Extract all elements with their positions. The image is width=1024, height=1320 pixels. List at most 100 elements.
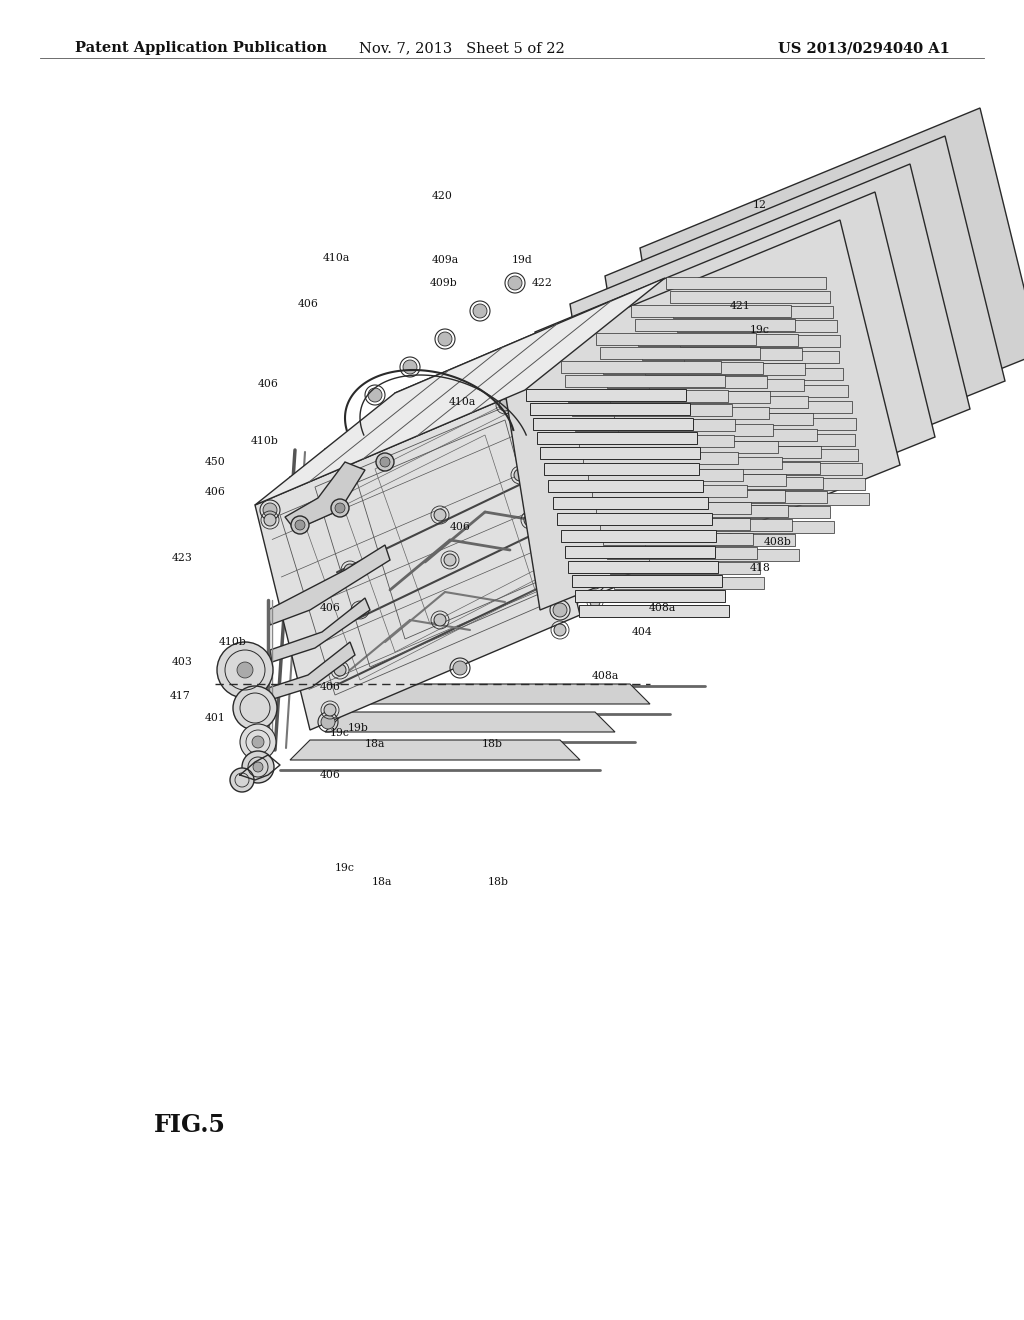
Text: 19c: 19c <box>335 863 355 873</box>
Text: 410a: 410a <box>449 397 475 407</box>
Text: 410b: 410b <box>251 436 279 446</box>
Circle shape <box>535 372 545 381</box>
Polygon shape <box>680 335 841 347</box>
Polygon shape <box>544 463 699 475</box>
Text: 418: 418 <box>750 564 770 573</box>
Circle shape <box>356 686 370 701</box>
Circle shape <box>354 605 366 616</box>
Circle shape <box>480 527 490 537</box>
Circle shape <box>560 487 570 498</box>
Circle shape <box>391 659 406 673</box>
Circle shape <box>473 304 487 318</box>
Circle shape <box>263 503 278 517</box>
Text: 18a: 18a <box>372 876 392 887</box>
Circle shape <box>390 577 400 587</box>
Circle shape <box>403 360 417 374</box>
Text: 423: 423 <box>172 553 193 564</box>
Circle shape <box>334 664 346 676</box>
Polygon shape <box>696 401 852 413</box>
Polygon shape <box>325 334 650 675</box>
Polygon shape <box>592 486 746 498</box>
Circle shape <box>331 499 349 517</box>
Polygon shape <box>290 362 615 702</box>
Circle shape <box>291 516 309 535</box>
Circle shape <box>380 537 390 546</box>
Circle shape <box>253 762 263 772</box>
Circle shape <box>608 308 622 321</box>
Polygon shape <box>635 319 795 331</box>
Polygon shape <box>603 362 763 374</box>
Polygon shape <box>642 519 792 531</box>
Circle shape <box>434 614 446 626</box>
Polygon shape <box>677 491 826 503</box>
Circle shape <box>298 475 312 488</box>
Polygon shape <box>564 546 715 558</box>
Polygon shape <box>568 389 728 401</box>
Text: 18a: 18a <box>365 739 385 748</box>
Text: 18b: 18b <box>481 739 503 748</box>
Polygon shape <box>638 334 799 346</box>
Polygon shape <box>526 388 686 400</box>
Circle shape <box>508 276 522 290</box>
Circle shape <box>252 737 264 748</box>
Polygon shape <box>642 348 802 360</box>
Polygon shape <box>670 462 819 474</box>
Polygon shape <box>712 463 862 475</box>
Polygon shape <box>561 531 716 543</box>
Circle shape <box>426 631 440 645</box>
Polygon shape <box>561 360 721 372</box>
Text: 408a: 408a <box>592 671 618 681</box>
Text: 417: 417 <box>170 690 190 701</box>
Circle shape <box>590 597 600 607</box>
Circle shape <box>553 603 567 616</box>
Polygon shape <box>325 711 615 733</box>
Polygon shape <box>684 351 840 363</box>
Circle shape <box>321 715 335 729</box>
Polygon shape <box>285 462 365 531</box>
Polygon shape <box>360 306 685 645</box>
Circle shape <box>300 487 310 498</box>
Polygon shape <box>564 375 725 387</box>
Polygon shape <box>596 502 751 515</box>
Circle shape <box>524 513 536 525</box>
Polygon shape <box>666 446 821 458</box>
Polygon shape <box>535 191 935 582</box>
Circle shape <box>380 457 390 467</box>
Polygon shape <box>541 447 700 459</box>
Text: 406: 406 <box>319 682 340 692</box>
Polygon shape <box>692 384 848 396</box>
Polygon shape <box>680 506 830 517</box>
Text: 406: 406 <box>298 300 318 309</box>
Text: 403: 403 <box>172 657 193 667</box>
Polygon shape <box>618 424 773 436</box>
Polygon shape <box>255 279 665 506</box>
Circle shape <box>237 663 253 678</box>
Polygon shape <box>575 418 735 432</box>
Polygon shape <box>605 136 1005 525</box>
Circle shape <box>217 642 273 698</box>
Circle shape <box>573 335 587 348</box>
Text: 401: 401 <box>205 713 225 723</box>
Text: 406: 406 <box>319 603 340 612</box>
Polygon shape <box>614 577 764 589</box>
Circle shape <box>503 391 517 405</box>
Text: 12: 12 <box>753 201 767 210</box>
Polygon shape <box>645 533 796 546</box>
Text: Patent Application Publication: Patent Application Publication <box>75 41 327 55</box>
Polygon shape <box>549 479 703 491</box>
Polygon shape <box>684 520 834 532</box>
Circle shape <box>368 388 382 403</box>
Circle shape <box>658 519 672 533</box>
Circle shape <box>335 503 345 513</box>
Circle shape <box>360 677 370 686</box>
Polygon shape <box>716 478 865 490</box>
Text: 406: 406 <box>450 521 470 532</box>
Polygon shape <box>645 363 806 375</box>
Polygon shape <box>627 457 781 470</box>
Polygon shape <box>557 513 712 525</box>
Text: 19d: 19d <box>512 255 532 265</box>
Text: 404: 404 <box>632 627 652 638</box>
Polygon shape <box>673 306 834 318</box>
Text: 18b: 18b <box>487 876 509 887</box>
Text: 19b: 19b <box>347 723 369 733</box>
